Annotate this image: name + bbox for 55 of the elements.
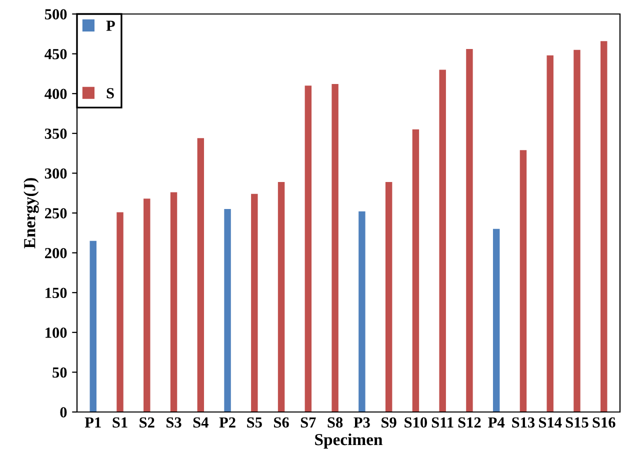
bar (600, 41, 608, 412)
y-tick-label: 350 (44, 128, 67, 139)
bar (520, 150, 527, 412)
y-tick-label: 100 (46, 328, 67, 338)
x-tick-label: S3 (166, 417, 182, 428)
legend-label: P (106, 20, 115, 31)
bar (412, 129, 420, 412)
y-tick-label: 300 (44, 168, 67, 179)
bar (144, 198, 150, 412)
bar (385, 182, 392, 412)
bar (358, 211, 366, 412)
x-tick-label: S13 (512, 417, 535, 428)
bar (439, 70, 446, 412)
bar (197, 138, 204, 412)
bar (116, 212, 124, 412)
x-tick-label: S16 (592, 417, 616, 428)
y-tick-label: 50 (52, 367, 67, 378)
x-tick-label: S10 (404, 417, 428, 428)
bar (546, 55, 554, 412)
bar (574, 50, 580, 412)
bar (466, 49, 473, 412)
legend-label: S (106, 88, 114, 98)
x-tick-label: P1 (84, 417, 101, 428)
x-tick-label: S11 (432, 417, 454, 428)
bar (224, 209, 231, 412)
x-tick-label: S1 (112, 417, 128, 428)
bar (90, 240, 96, 412)
y-tick-label: 500 (44, 9, 67, 20)
x-tick-label: S14 (539, 417, 562, 428)
bar (251, 194, 258, 412)
x-tick-label: S15 (566, 417, 588, 428)
y-tick-label: 450 (44, 48, 67, 60)
x-tick-label: P4 (488, 417, 505, 428)
x-tick-label: S5 (247, 417, 262, 428)
x-tick-label: S2 (140, 417, 154, 428)
y-tick-label: 150 (46, 288, 67, 298)
x-tick-label: S4 (193, 417, 208, 428)
x-tick-label: S7 (300, 417, 316, 428)
y-tick-label: 400 (44, 88, 67, 100)
x-tick-label: S12 (458, 417, 481, 428)
x-tick-label: S6 (274, 417, 289, 428)
x-tick-label: S8 (328, 417, 343, 428)
y-tick-label: 200 (45, 248, 67, 258)
y-tick-label: 0 (60, 407, 67, 418)
bar (332, 84, 338, 412)
y-tick-label: 250 (45, 208, 67, 218)
y-axis-title: Energy(J) (24, 178, 39, 248)
x-tick-label: P3 (354, 417, 370, 428)
bar (278, 182, 285, 412)
bar (304, 86, 312, 412)
x-tick-label: S9 (382, 417, 396, 428)
bar (170, 192, 178, 412)
bar (492, 228, 500, 412)
x-tick-label: P2 (219, 417, 236, 428)
x-axis-title: Specimen (315, 433, 383, 449)
